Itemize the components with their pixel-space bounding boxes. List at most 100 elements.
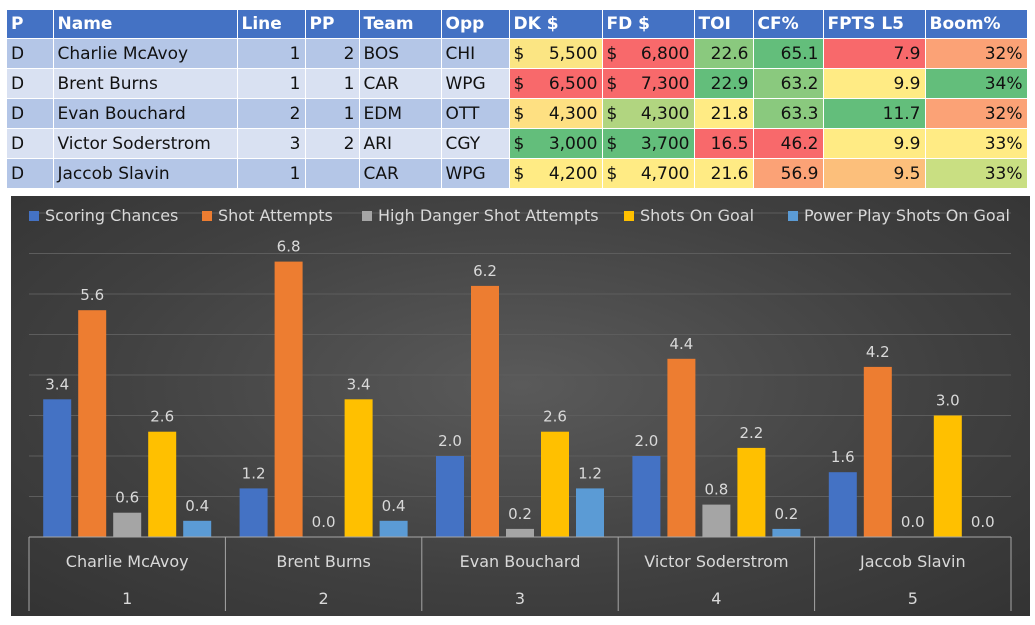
bar <box>863 366 892 537</box>
data-label: 3.0 <box>936 392 960 410</box>
table-row: D Victor Soderstrom 3 2 ARI CGY $3,000 $… <box>7 128 1028 159</box>
x-tick-label: Charlie McAvoy <box>66 552 189 571</box>
currency-symbol: $ <box>513 103 525 124</box>
fd-salary: 6,800 <box>640 43 690 64</box>
bar <box>379 520 408 537</box>
table-row: D Evan Bouchard 2 1 EDM OTT $4,300 $4,30… <box>7 98 1028 129</box>
x-tick-sublabel: 3 <box>515 589 525 608</box>
header-cell-cf: CF% <box>753 10 824 39</box>
data-label: 3.4 <box>45 375 69 393</box>
bar <box>436 456 464 537</box>
data-label: 0.8 <box>704 481 728 499</box>
cell-pp <box>305 158 360 188</box>
cell-name: Evan Bouchard <box>53 98 238 129</box>
data-label: 2.2 <box>739 424 763 442</box>
dk-salary: 6,500 <box>548 73 598 94</box>
legend-swatch <box>788 211 798 221</box>
fd-salary: 4,700 <box>640 163 690 184</box>
bar <box>344 399 373 537</box>
cell-toi: 22.6 <box>694 38 754 69</box>
cell-name: Jaccob Slavin <box>53 158 238 188</box>
data-label: 2.6 <box>150 408 174 426</box>
cell-team: ARI <box>359 128 442 159</box>
data-label: 4.2 <box>866 343 890 361</box>
legend-label: Power Play Shots On Goal <box>804 206 1010 225</box>
cell-toi: 22.9 <box>694 68 754 99</box>
cell-dk: $6,500 <box>509 68 603 99</box>
cell-pp: 2 <box>305 128 360 159</box>
x-tick-label: Evan Bouchard <box>460 552 581 571</box>
cell-fd: $7,300 <box>602 68 695 99</box>
legend-swatch <box>362 211 372 221</box>
currency-symbol: $ <box>513 43 525 64</box>
bar-chart: Scoring Chances Shot Attempts High Danger … <box>11 196 1030 616</box>
bar <box>506 528 534 537</box>
cell-cf: 63.2 <box>753 68 824 99</box>
cell-cf: 56.9 <box>753 158 824 188</box>
data-label: 0.0 <box>901 513 925 531</box>
x-tick-sublabel: 2 <box>319 589 329 608</box>
data-label: 0.6 <box>115 489 139 507</box>
player-stats-table: P Name Line PP Team Opp DK $ FD $ TOI CF… <box>7 10 1028 188</box>
cell-pos: D <box>7 98 54 129</box>
cell-pp: 1 <box>305 98 360 129</box>
bar <box>183 520 212 537</box>
cell-toi: 21.8 <box>694 98 754 129</box>
cell-boom: 33% <box>925 158 1028 188</box>
x-tick-sublabel: 5 <box>908 589 918 608</box>
cell-boom: 33% <box>925 128 1028 159</box>
legend-swatch <box>29 211 39 221</box>
dk-salary: 4,300 <box>548 103 598 124</box>
cell-name: Brent Burns <box>53 68 238 99</box>
legend-label: Shots On Goal <box>640 206 754 225</box>
dk-salary: 4,200 <box>548 163 598 184</box>
cell-team: CAR <box>359 158 442 188</box>
cell-dk: $4,200 <box>509 158 603 188</box>
cell-pp: 1 <box>305 68 360 99</box>
header-cell-opp: Opp <box>441 10 510 39</box>
data-label: 0.0 <box>971 513 995 531</box>
cell-boom: 34% <box>925 68 1028 99</box>
fd-salary: 7,300 <box>640 73 690 94</box>
data-label: 0.4 <box>185 497 209 515</box>
cell-team: EDM <box>359 98 442 129</box>
cell-pos: D <box>7 158 54 188</box>
data-label: 2.6 <box>543 408 567 426</box>
data-label: 2.0 <box>634 432 658 450</box>
header-cell-line: Line <box>237 10 306 39</box>
header-cell-fd: FD $ <box>602 10 695 39</box>
legend-swatch <box>202 211 212 221</box>
data-label: 0.2 <box>508 505 532 523</box>
header-cell-name: Name <box>53 10 238 39</box>
currency-symbol: $ <box>606 43 618 64</box>
header-cell-p: P <box>7 10 54 39</box>
cell-team: CAR <box>359 68 442 99</box>
bar <box>113 512 142 537</box>
cell-line: 1 <box>237 68 306 99</box>
data-label: 4.4 <box>669 335 693 353</box>
fd-salary: 3,700 <box>640 133 690 154</box>
data-label: 1.2 <box>578 464 602 482</box>
data-label: 5.6 <box>80 286 104 304</box>
cell-opp: OTT <box>441 98 510 129</box>
currency-symbol: $ <box>513 163 525 184</box>
header-cell-fpts: FPTS L5 <box>823 10 926 39</box>
cell-toi: 21.6 <box>694 158 754 188</box>
cell-fpts: 9.9 <box>823 68 926 99</box>
bar <box>43 399 72 537</box>
cell-boom: 32% <box>925 38 1028 69</box>
legend-label: Scoring Chances <box>45 206 178 225</box>
cell-opp: WPG <box>441 68 510 99</box>
data-label: 0.2 <box>774 505 798 523</box>
bar <box>78 310 107 537</box>
legend-swatch <box>624 211 634 221</box>
cell-dk: $5,500 <box>509 38 603 69</box>
bar <box>828 472 857 537</box>
cell-dk: $4,300 <box>509 98 603 129</box>
cell-line: 2 <box>237 98 306 129</box>
bar <box>541 431 569 537</box>
header-cell-dk: DK $ <box>509 10 603 39</box>
cell-team: BOS <box>359 38 442 69</box>
cell-boom: 32% <box>925 98 1028 129</box>
cell-name: Victor Soderstrom <box>53 128 238 159</box>
